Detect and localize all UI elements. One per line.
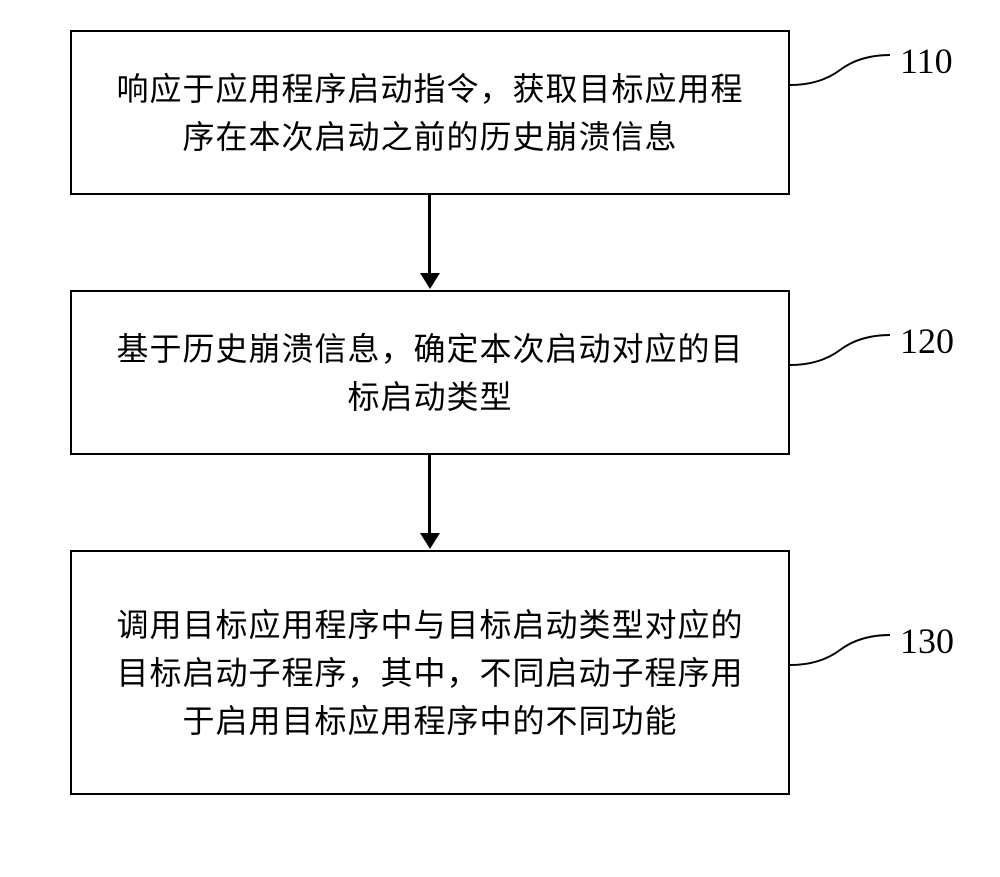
flow-step-1-text: 响应于应用程序启动指令，获取目标应用程序在本次启动之前的历史崩溃信息 bbox=[102, 65, 758, 161]
step-label-2: 120 bbox=[900, 320, 954, 362]
bracket-2 bbox=[790, 320, 890, 380]
bracket-1 bbox=[790, 40, 890, 100]
arrow-1-head bbox=[420, 273, 440, 289]
arrow-2-head bbox=[420, 533, 440, 549]
arrow-1-line bbox=[428, 195, 431, 275]
flow-step-2-text: 基于历史崩溃信息，确定本次启动对应的目标启动类型 bbox=[102, 325, 758, 421]
flow-step-3-text: 调用目标应用程序中与目标启动类型对应的目标启动子程序，其中，不同启动子程序用于启… bbox=[102, 601, 758, 745]
flow-step-3: 调用目标应用程序中与目标启动类型对应的目标启动子程序，其中，不同启动子程序用于启… bbox=[70, 550, 790, 795]
bracket-3 bbox=[790, 620, 890, 680]
step-label-3: 130 bbox=[900, 620, 954, 662]
flow-step-2: 基于历史崩溃信息，确定本次启动对应的目标启动类型 bbox=[70, 290, 790, 455]
flow-step-1: 响应于应用程序启动指令，获取目标应用程序在本次启动之前的历史崩溃信息 bbox=[70, 30, 790, 195]
flowchart-container: 响应于应用程序启动指令，获取目标应用程序在本次启动之前的历史崩溃信息 110 基… bbox=[50, 20, 950, 860]
arrow-2-line bbox=[428, 455, 431, 535]
step-label-1: 110 bbox=[900, 40, 953, 82]
